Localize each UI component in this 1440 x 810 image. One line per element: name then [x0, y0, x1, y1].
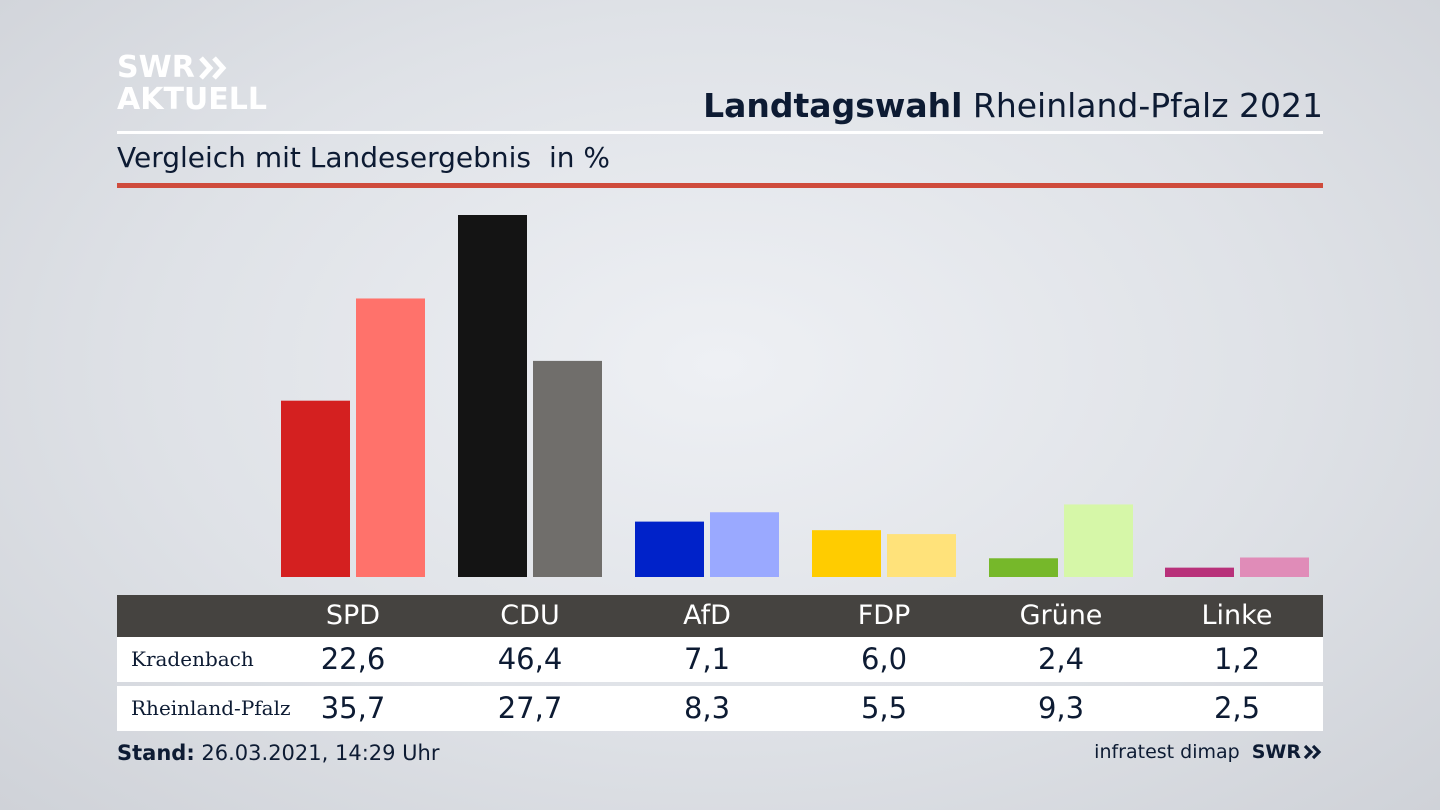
bar-fdp-rheinland-pfalz — [887, 534, 956, 577]
row-label-rheinland-pfalz: Rheinland-Pfalz — [131, 696, 291, 720]
value-cell: 8,3 — [683, 691, 731, 725]
bar-afd-rheinland-pfalz — [710, 512, 779, 577]
bar-cdu-rheinland-pfalz — [533, 360, 602, 577]
logo-line1: SWR — [117, 50, 195, 85]
bar-fdp-kradenbach — [812, 530, 881, 577]
stand-value: 26.03.2021, 14:29 Uhr — [194, 741, 440, 765]
value-cell: 27,7 — [497, 691, 563, 725]
brand-logo: SWR — [1252, 741, 1323, 763]
header-cell-spd: SPD — [325, 600, 381, 631]
value-cell: 22,6 — [320, 642, 386, 676]
value-cell: 9,3 — [1037, 691, 1085, 725]
value-cell: 6,0 — [860, 642, 908, 676]
bar-linke-kradenbach — [1165, 567, 1234, 577]
source-credit: infratest dimap SWR — [1094, 741, 1323, 763]
double-chevron-icon — [1303, 744, 1322, 760]
value-cell: 2,5 — [1213, 691, 1261, 725]
divider-red — [117, 183, 1323, 188]
unit-label: in % — [548, 141, 611, 174]
row-label-kradenbach: Kradenbach — [131, 647, 254, 671]
header-cell-linke: Linke — [1201, 600, 1273, 631]
header-cell-gruene: Grüne — [1019, 600, 1103, 631]
swr-aktuell-logo: SWR AKTUELL — [117, 52, 267, 116]
header-cell-afd: AfD — [683, 600, 731, 631]
table-header: SPD CDU AfD FDP Grüne Linke — [117, 595, 1323, 637]
chart-subtitle: Vergleich mit Landesergebnis in % — [117, 141, 610, 174]
source-label: infratest dimap — [1094, 741, 1240, 763]
bar-cdu-kradenbach — [458, 215, 527, 577]
title-rest: Rheinland-Pfalz 2021 — [962, 86, 1323, 125]
timestamp: Stand: 26.03.2021, 14:29 Uhr — [117, 741, 440, 765]
bar-spd-rheinland-pfalz — [356, 298, 425, 577]
subtitle-text: Vergleich mit Landesergebnis — [117, 141, 531, 174]
bar-spd-kradenbach — [281, 400, 350, 577]
value-cell: 1,2 — [1213, 642, 1261, 676]
value-cell: 35,7 — [320, 691, 386, 725]
logo-line2: AKTUELL — [117, 82, 268, 117]
brand-label: SWR — [1251, 741, 1301, 763]
value-cell: 5,5 — [860, 691, 908, 725]
header-cell-fdp: FDP — [857, 600, 911, 631]
table-row: Rheinland-Pfalz 35,7 27,7 8,3 5,5 9,3 2,… — [117, 686, 1323, 731]
bar-linke-rheinland-pfalz — [1240, 557, 1309, 577]
value-cell: 2,4 — [1037, 642, 1085, 676]
value-cell: 46,4 — [497, 642, 563, 676]
value-cell: 7,1 — [683, 642, 731, 676]
page-title: Landtagswahl Rheinland-Pfalz 2021 — [703, 86, 1323, 125]
divider-white — [117, 131, 1323, 134]
table-row: Kradenbach 22,6 46,4 7,1 6,0 2,4 1,2 — [117, 637, 1323, 682]
bar-gruene-rheinland-pfalz — [1064, 504, 1133, 577]
bar-gruene-kradenbach — [989, 558, 1058, 577]
stand-label: Stand: — [117, 741, 195, 765]
double-chevron-icon — [198, 56, 227, 80]
bar-afd-kradenbach — [635, 521, 704, 577]
title-bold: Landtagswahl — [703, 86, 963, 125]
header-cell-cdu: CDU — [500, 600, 560, 631]
